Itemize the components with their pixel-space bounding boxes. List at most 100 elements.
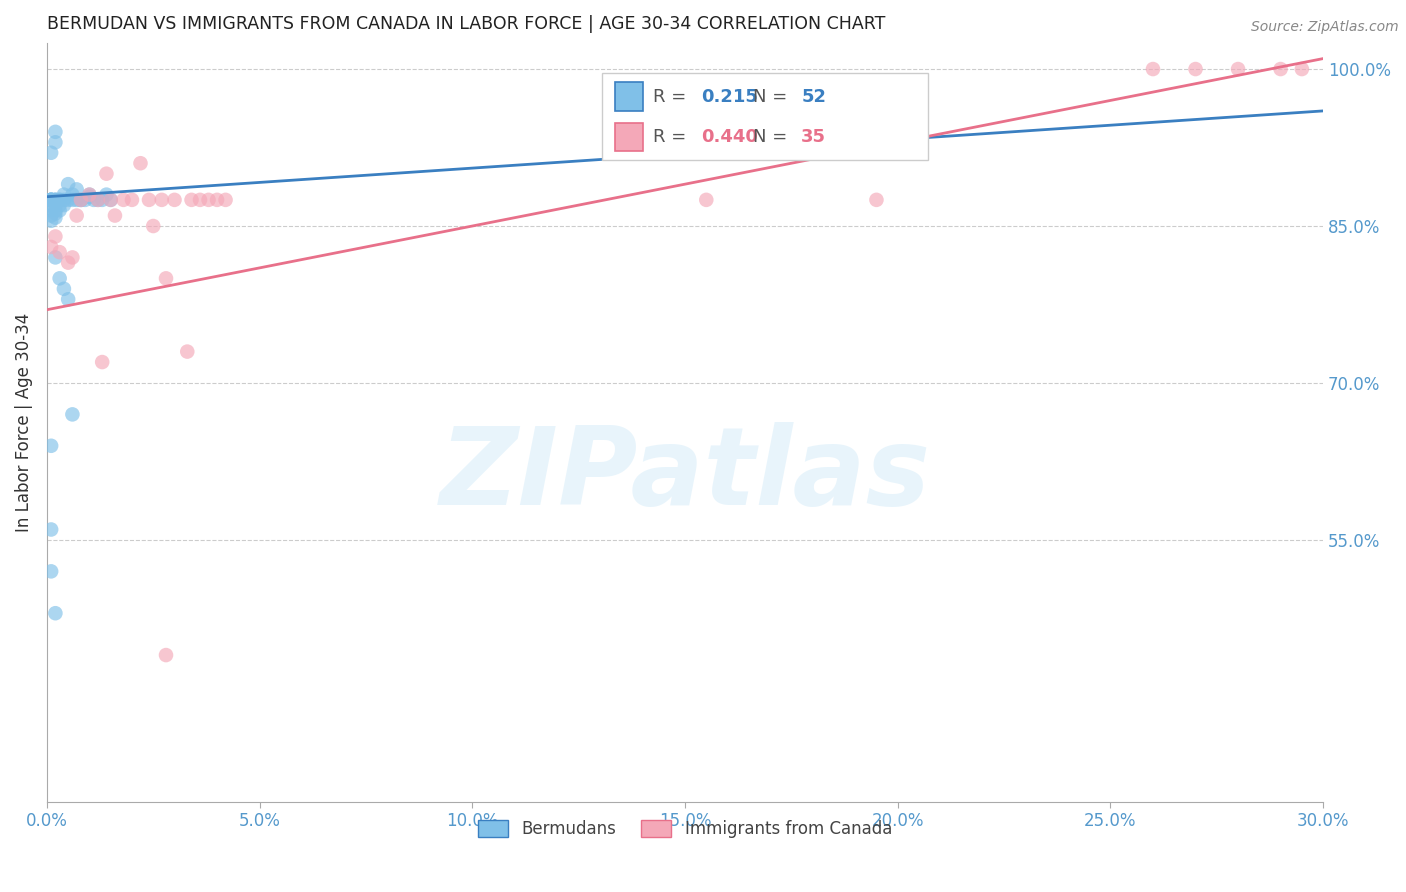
Point (163, 193, 186, 207)
Text: N =: N = (752, 87, 793, 106)
Text: N =: N = (752, 128, 793, 146)
Text: Source: ZipAtlas.com: Source: ZipAtlas.com (1251, 20, 1399, 34)
Point (52, 187, 75, 202)
Point (48, 193, 70, 207)
Point (104, 209, 127, 223)
Point (39, 193, 62, 207)
Point (121, 193, 143, 207)
Bar (614, 122, 643, 152)
Point (180, 193, 202, 207)
Point (150, 193, 173, 207)
Point (865, 193, 887, 207)
Point (39, 203, 62, 218)
Point (44, 606, 66, 620)
Point (44, 251, 66, 265)
Point (87, 193, 110, 207)
Point (39, 193, 62, 207)
Point (44, 193, 66, 207)
Bar (614, 82, 643, 112)
Point (1142, 62, 1164, 76)
Point (62, 187, 84, 202)
Text: 0.215: 0.215 (702, 87, 758, 106)
Point (44, 211, 66, 225)
Text: BERMUDAN VS IMMIGRANTS FROM CANADA IN LABOR FORCE | AGE 30-34 CORRELATION CHART: BERMUDAN VS IMMIGRANTS FROM CANADA IN LA… (46, 15, 886, 33)
Point (39, 209, 62, 223)
Text: R =: R = (654, 128, 692, 146)
Point (205, 193, 228, 207)
Point (39, 193, 62, 207)
Point (79, 190, 101, 204)
Point (155, 648, 177, 662)
Point (1270, 62, 1292, 76)
Point (56, 293, 79, 307)
Point (96, 167, 118, 181)
Y-axis label: In Labor Force | Age 30-34: In Labor Force | Age 30-34 (15, 312, 32, 532)
Text: 52: 52 (801, 87, 827, 106)
Point (44, 136, 66, 150)
Point (39, 193, 62, 207)
Point (52, 282, 75, 296)
Point (188, 193, 211, 207)
Point (44, 206, 66, 220)
Point (48, 203, 70, 218)
Point (70, 193, 93, 207)
Point (39, 193, 62, 207)
Point (79, 187, 101, 202)
Point (1291, 62, 1313, 76)
Point (112, 193, 135, 207)
Point (39, 523, 62, 537)
Point (62, 251, 84, 265)
Point (44, 229, 66, 244)
Point (155, 271, 177, 285)
Point (129, 156, 152, 170)
Legend: Bermudans, Immigrants from Canada: Bermudans, Immigrants from Canada (470, 812, 900, 847)
Point (138, 193, 160, 207)
Point (66, 209, 89, 223)
Point (62, 408, 84, 422)
Point (66, 182, 89, 196)
Point (44, 193, 66, 207)
Point (1184, 62, 1206, 76)
Point (52, 193, 75, 207)
Point (70, 193, 93, 207)
Point (39, 240, 62, 254)
Text: ZIPatlas: ZIPatlas (440, 422, 931, 528)
Point (39, 193, 62, 207)
Point (39, 565, 62, 579)
Point (62, 193, 84, 207)
Point (695, 193, 717, 207)
Point (66, 193, 89, 207)
Point (79, 187, 101, 202)
Point (39, 214, 62, 228)
Point (100, 193, 122, 207)
Point (48, 245, 70, 260)
Point (100, 193, 122, 207)
Point (56, 193, 79, 207)
Text: R =: R = (654, 87, 692, 106)
Point (142, 219, 165, 233)
Point (70, 193, 93, 207)
Point (96, 187, 118, 202)
Point (48, 198, 70, 212)
Point (83, 193, 105, 207)
Text: 0.440: 0.440 (702, 128, 758, 146)
FancyBboxPatch shape (602, 73, 928, 161)
Point (48, 271, 70, 285)
Point (52, 198, 75, 212)
Point (56, 177, 79, 191)
Point (39, 439, 62, 453)
Point (44, 125, 66, 139)
Point (176, 344, 198, 359)
Point (56, 255, 79, 269)
Point (197, 193, 219, 207)
Point (75, 193, 97, 207)
Point (39, 145, 62, 160)
Point (1227, 62, 1250, 76)
Text: 35: 35 (801, 128, 827, 146)
Point (91, 193, 114, 207)
Point (48, 193, 70, 207)
Point (214, 193, 236, 207)
Point (44, 198, 66, 212)
Point (44, 203, 66, 218)
Point (44, 193, 66, 207)
